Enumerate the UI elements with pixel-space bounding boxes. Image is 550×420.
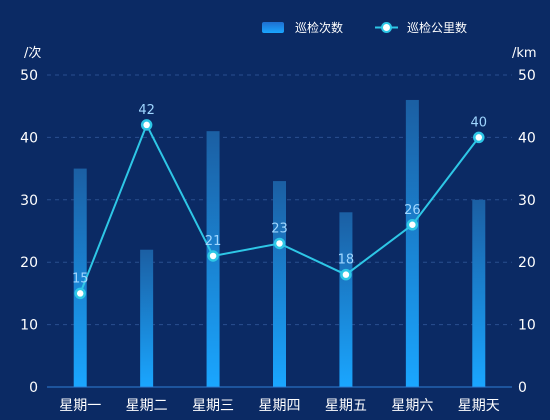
left-axis-tick-label: 40 bbox=[20, 130, 38, 146]
bar[interactable] bbox=[339, 212, 353, 387]
right-axis-tick-label: 20 bbox=[518, 255, 536, 271]
left-axis-tick-label: 50 bbox=[20, 68, 38, 84]
right-axis-tick-label: 50 bbox=[518, 68, 536, 84]
bar[interactable] bbox=[273, 181, 286, 387]
data-label: 15 bbox=[72, 271, 89, 286]
x-axis-tick-label: 星期六 bbox=[391, 398, 433, 414]
data-label: 21 bbox=[205, 234, 222, 249]
x-axis-tick-label: 星期一 bbox=[59, 398, 101, 414]
line-point[interactable] bbox=[273, 237, 286, 250]
legend-bar-swatch bbox=[262, 22, 284, 33]
x-axis-tick-label: 星期二 bbox=[126, 398, 168, 414]
legend-line-marker bbox=[381, 22, 392, 33]
left-axis-tick-label: 10 bbox=[20, 318, 38, 334]
right-axis-tick-label: 30 bbox=[518, 193, 536, 209]
data-label: 18 bbox=[338, 253, 355, 268]
right-axis-tick-label: 40 bbox=[518, 130, 536, 146]
bars-layer bbox=[73, 99, 486, 388]
line-point[interactable] bbox=[473, 131, 485, 144]
labels-layer: 15 42 21 23 18 26 40 bbox=[72, 103, 487, 286]
axis-layer: 0 10 20 30 40 50 0 10 20 30 40 50 星期一 星期二 星期三 星期四 星期五 星期六… bbox=[20, 68, 536, 414]
x-axis-tick-label: 星期天 bbox=[458, 398, 500, 414]
legend: 巡检次数 巡检公里数 bbox=[262, 20, 467, 35]
right-axis-tick-label: 0 bbox=[518, 380, 527, 396]
legend-item-line[interactable]: 巡检公里数 bbox=[375, 20, 467, 35]
bar[interactable] bbox=[405, 99, 419, 388]
line-layer bbox=[74, 119, 485, 300]
line-point[interactable] bbox=[207, 250, 219, 262]
line-point[interactable] bbox=[74, 287, 86, 300]
x-axis-tick-label: 星期三 bbox=[192, 398, 234, 414]
legend-label-bar: 巡检次数 bbox=[295, 20, 343, 35]
x-axis-tick-label: 星期五 bbox=[325, 398, 367, 414]
right-axis-unit: /km bbox=[512, 46, 537, 61]
line-point[interactable] bbox=[140, 119, 153, 131]
bar[interactable] bbox=[73, 168, 87, 387]
legend-item-bar[interactable]: 巡检次数 bbox=[262, 20, 343, 35]
left-axis-tick-label: 30 bbox=[20, 193, 38, 209]
data-label: 42 bbox=[138, 103, 155, 118]
data-label: 23 bbox=[271, 221, 288, 236]
legend-label-line: 巡检公里数 bbox=[407, 20, 467, 35]
left-axis-tick-label: 0 bbox=[29, 380, 38, 396]
data-label: 40 bbox=[471, 115, 488, 130]
line-point[interactable] bbox=[340, 268, 352, 281]
bar[interactable] bbox=[472, 199, 486, 387]
data-label: 26 bbox=[404, 203, 421, 218]
right-axis-tick-label: 10 bbox=[518, 318, 536, 334]
x-axis-tick-label: 星期四 bbox=[259, 398, 301, 414]
bar[interactable] bbox=[140, 249, 154, 387]
left-axis-tick-label: 20 bbox=[20, 255, 38, 271]
left-axis-unit: /次 bbox=[24, 45, 41, 61]
line-point[interactable] bbox=[406, 219, 419, 231]
